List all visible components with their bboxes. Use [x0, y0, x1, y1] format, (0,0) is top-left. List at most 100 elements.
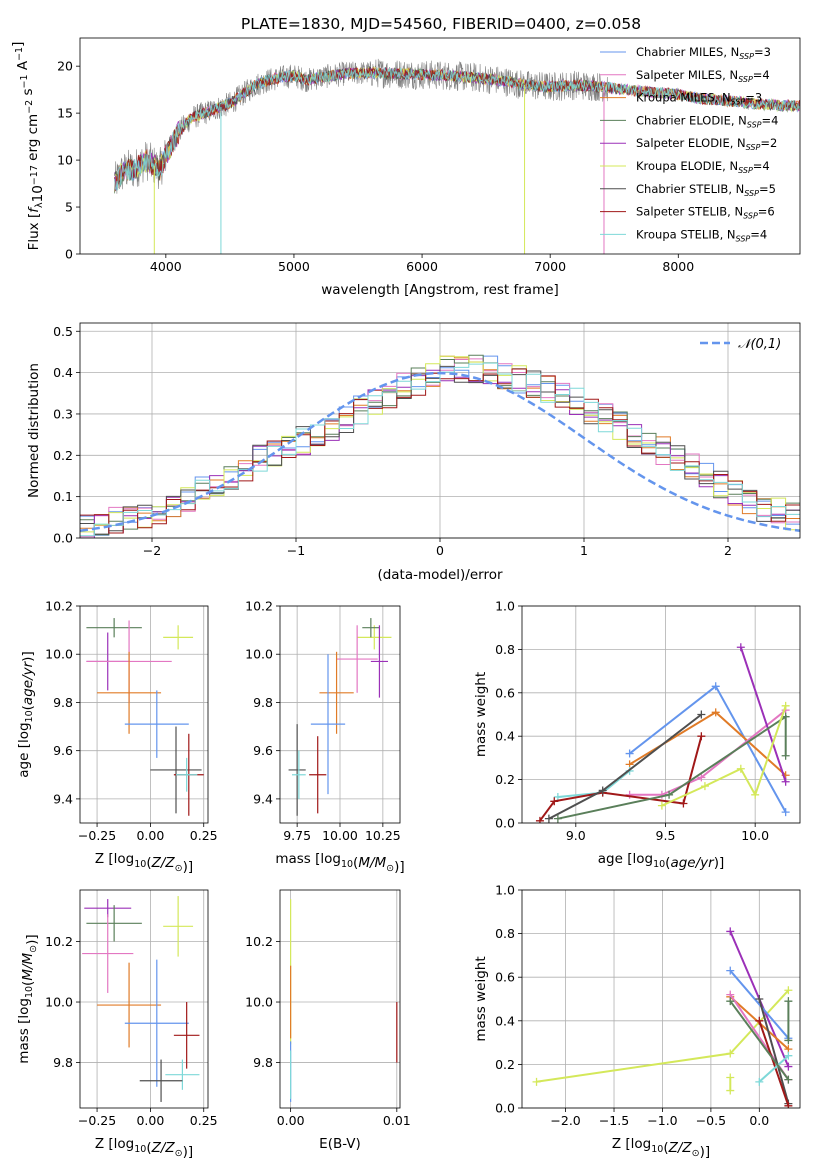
weight-point-salpeter-stelib	[679, 799, 688, 808]
x-tick-label: 0.0	[749, 1113, 769, 1128]
axes-frame	[521, 605, 801, 824]
x-axis-label: Z [log10(Z/Z⊙)]	[95, 1136, 193, 1160]
x-axis-label: E(B-V)	[319, 1136, 361, 1152]
y-axis-label: mass weight	[473, 672, 489, 757]
panel-residuals: −2 −1 0 1 2 0.0 0.1 0.2 0.3 0.4 0.5 𝒩(0,1) (data-mod…	[26, 322, 801, 583]
weight-point-kroupa-elodie	[784, 986, 793, 995]
weight-point-chabrier-elodie	[665, 790, 674, 799]
weight-point-salpeter-miles	[697, 773, 706, 782]
x-tick-label: 10.00	[322, 828, 358, 843]
weight-point-kroupa-elodie	[736, 764, 745, 773]
legend-label-gaussian: 𝒩(0,1)	[738, 337, 781, 352]
x-tick-label: 5000	[278, 259, 310, 274]
spectrum-lines	[114, 58, 800, 254]
y-tick-label: 0.1	[53, 489, 73, 504]
x-tick-label: −1.0	[647, 1113, 677, 1128]
x-axis-label: mass [log10(M/M⊙)]	[275, 851, 404, 875]
weight-line-chabrier-miles	[729, 970, 790, 1039]
y-tick-label: 9.6	[53, 743, 73, 758]
errorbars	[82, 896, 200, 1102]
weight-point-salpeter-miles	[625, 790, 634, 799]
y-tick-label: 0.0	[495, 816, 515, 831]
x-tick-label: −0.25	[78, 1113, 116, 1128]
y-tick-label: 10.0	[245, 995, 273, 1010]
weight-point-chabrier-miles	[726, 966, 735, 975]
weight-point-chabrier-elodie	[784, 997, 793, 1006]
weight-point-chabrier-stelib	[755, 995, 764, 1003]
weight-line-kroupa-stelib	[557, 770, 631, 798]
x-tick-label: 10.25	[365, 828, 401, 843]
x-tick-label: 0.00	[136, 1113, 164, 1128]
weight-point-salpeter-elodie	[781, 777, 790, 786]
weight-point-kroupa-stelib	[755, 1077, 764, 1086]
x-tick-label: −2.0	[550, 1113, 580, 1128]
x-tick-label: 9.5	[656, 828, 676, 843]
y-tick-label: 5	[65, 200, 73, 215]
y-tick-label: 10.2	[245, 599, 273, 614]
axes-frame	[79, 889, 209, 1109]
weight-point-chabrier-stelib	[544, 814, 553, 823]
x-tick-label: 0	[436, 543, 444, 558]
x-tick-label: −1.5	[599, 1113, 629, 1128]
axes-frame	[79, 605, 209, 824]
y-tick-label: 1.0	[495, 883, 515, 898]
y-tick-label: 9.8	[53, 1055, 73, 1070]
errorbars	[290, 899, 398, 1102]
x-axis-label: Z [log10(Z/Z⊙)]	[612, 1136, 710, 1160]
x-tick-label: 0.00	[277, 1113, 305, 1128]
y-tick-label: 0.2	[53, 448, 73, 463]
errorbars	[86, 618, 204, 816]
y-tick-label: 1.0	[495, 599, 515, 614]
y-tick-label: 9.4	[253, 791, 273, 806]
y-axis-label: Normed distribution	[26, 363, 42, 498]
weight-point-salpeter-stelib	[550, 797, 559, 806]
y-tick-label: 10	[57, 153, 73, 168]
weight-line-salpeter-stelib	[758, 1020, 790, 1107]
weight-point-chabrier-elodie	[784, 1036, 793, 1045]
errorbars	[288, 618, 392, 816]
legend-label-kroupa-stelib: Kroupa STELIB, NSSP=4	[636, 227, 767, 243]
y-tick-label: 9.6	[253, 743, 273, 758]
legend-label-chabrier-miles: Chabrier MILES, NSSP=3	[636, 45, 771, 61]
axes-frame	[279, 605, 401, 824]
y-tick-label: 0.6	[495, 685, 515, 700]
x-tick-label: 1	[580, 543, 588, 558]
panel-spectrum: 4000 5000 6000 7000 8000 0 5 10 15 20 Chabrier MIL…	[10, 37, 801, 298]
y-tick-label: 10.0	[45, 995, 73, 1010]
axes-frame	[279, 889, 401, 1109]
x-tick-label: 7000	[534, 259, 566, 274]
x-tick-label: −0.25	[78, 828, 116, 843]
weight-point-kroupa-elodie	[726, 1073, 735, 1082]
panel-mass-vs-age: 9.75 10.00 10.25 9.4 9.6 9.8 10.0 10.2 mass [log…	[245, 599, 405, 876]
weight-point-chabrier-miles	[711, 682, 720, 691]
axes-frame	[79, 37, 801, 255]
histogram-lines	[80, 354, 800, 538]
y-tick-label: 15	[57, 106, 73, 121]
weight-point-kroupa-elodie	[751, 790, 760, 799]
y-tick-label: 0.3	[53, 406, 73, 421]
weight-point-chabrier-elodie	[784, 1075, 793, 1084]
y-axis-label: age [log10(age/yr)]	[16, 651, 36, 777]
weight-point-chabrier-miles	[781, 808, 790, 817]
weight-point-chabrier-miles	[625, 749, 634, 758]
weight-point-chabrier-stelib	[598, 786, 607, 795]
x-tick-label: 0.00	[136, 828, 164, 843]
weight-line-kroupa-stelib	[758, 1054, 790, 1083]
x-tick-label: 0.01	[383, 1113, 411, 1128]
y-tick-label: 0.5	[53, 324, 73, 339]
model-spectrum-kroupa-stelib	[114, 67, 800, 191]
y-tick-label: 0.0	[495, 1101, 515, 1116]
histogram-kroupa-stelib	[80, 362, 800, 537]
x-tick-label: 10.0	[741, 828, 769, 843]
y-tick-label: 10.2	[45, 599, 73, 614]
y-tick-label: 0.2	[495, 1057, 515, 1072]
panel-z-vs-mass: −0.25 0.00 0.25 9.8 10.0 10.2 Z [log10(Z/Z⊙)] m…	[16, 889, 218, 1160]
axes-frame	[521, 889, 801, 1109]
weight-point-salpeter-elodie	[784, 1062, 793, 1071]
y-tick-label: 9.8	[53, 695, 73, 710]
y-tick-label: 0.6	[495, 970, 515, 985]
weight-point-salpeter-stelib	[535, 816, 544, 823]
panel-ebv-vs-mass: 0.00 0.01 9.8 10.0 10.2 E(B-V)	[245, 889, 411, 1152]
weight-point-chabrier-stelib	[697, 710, 706, 719]
